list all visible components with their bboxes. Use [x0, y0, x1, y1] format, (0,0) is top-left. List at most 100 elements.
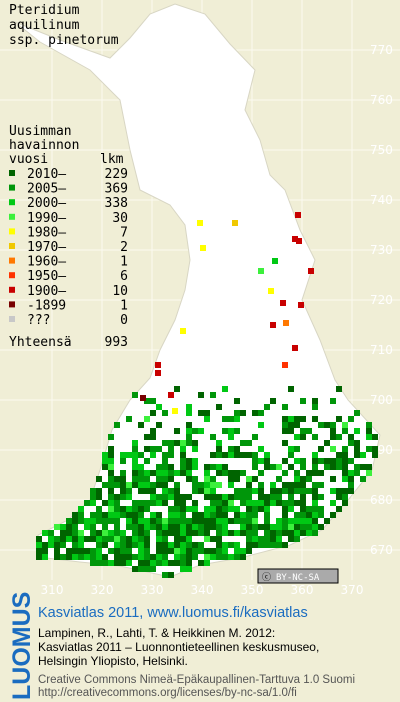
observation-square	[264, 536, 270, 542]
observation-square	[228, 506, 234, 512]
observation-square	[228, 482, 234, 488]
observation-square	[132, 452, 138, 458]
observation-square	[144, 416, 150, 422]
observation-square	[144, 548, 150, 554]
observation-square	[180, 542, 186, 548]
legend-count: 0	[120, 313, 128, 328]
observation-square	[60, 524, 66, 530]
observation-square	[144, 524, 150, 530]
observation-square	[78, 518, 84, 524]
observation-square	[138, 530, 144, 536]
observation-square	[126, 482, 132, 488]
observation-square	[306, 488, 312, 494]
observation-square	[264, 458, 270, 464]
observation-square	[174, 554, 180, 560]
observation-square	[138, 422, 144, 428]
observation-square	[312, 494, 318, 500]
observation-square	[282, 518, 288, 524]
observation-square	[168, 524, 174, 530]
observation-square	[312, 464, 318, 470]
observation-square	[192, 446, 198, 452]
observation-square	[268, 288, 274, 294]
observation-square	[162, 536, 168, 542]
observation-square	[300, 512, 306, 518]
observation-square	[300, 518, 306, 524]
observation-square	[282, 458, 288, 464]
observation-square	[276, 464, 282, 470]
observation-square	[276, 518, 282, 524]
observation-square	[216, 452, 222, 458]
observation-square	[276, 542, 282, 548]
legend-label: 2000–	[27, 196, 66, 211]
observation-square	[54, 548, 60, 554]
observation-square	[288, 416, 294, 422]
observation-square	[240, 518, 246, 524]
observation-square	[276, 476, 282, 482]
y-label: 680	[370, 493, 393, 507]
observation-square	[156, 536, 162, 542]
observation-square	[174, 560, 180, 566]
observation-square	[168, 476, 174, 482]
observation-square	[198, 392, 204, 398]
observation-square	[150, 434, 156, 440]
observation-square	[108, 464, 114, 470]
observation-square	[90, 524, 96, 530]
observation-square	[78, 506, 84, 512]
observation-square	[96, 554, 102, 560]
observation-square	[186, 554, 192, 560]
observation-square	[144, 488, 150, 494]
observation-square	[300, 416, 306, 422]
observation-square	[84, 554, 90, 560]
observation-square	[120, 560, 126, 566]
badge-text: BY-NC-SA	[276, 573, 320, 583]
observation-square	[150, 398, 156, 404]
observation-square	[114, 560, 120, 566]
observation-square	[156, 446, 162, 452]
observation-square	[222, 386, 228, 392]
observation-square	[222, 524, 228, 530]
observation-square	[258, 524, 264, 530]
observation-square	[102, 530, 108, 536]
observation-square	[252, 458, 258, 464]
observation-square	[258, 482, 264, 488]
observation-square	[174, 500, 180, 506]
badge-cc: ⓒ	[262, 572, 271, 583]
observation-square	[192, 518, 198, 524]
observation-square	[342, 476, 348, 482]
observation-square	[180, 446, 186, 452]
observation-square	[228, 530, 234, 536]
y-label: 720	[370, 293, 393, 307]
observation-square	[72, 548, 78, 554]
observation-square	[90, 554, 96, 560]
observation-square	[298, 302, 304, 308]
observation-square	[114, 494, 120, 500]
observation-square	[198, 524, 204, 530]
atlas-link[interactable]: Kasviatlas 2011, www.luomus.fi/kasviatla…	[38, 605, 308, 621]
observation-square	[78, 512, 84, 518]
legend-label: -1899	[27, 298, 66, 313]
observation-square	[90, 518, 96, 524]
observation-square	[168, 392, 174, 398]
observation-square	[288, 536, 294, 542]
observation-square	[162, 542, 168, 548]
observation-square	[168, 512, 174, 518]
observation-square	[252, 500, 258, 506]
observation-square	[180, 470, 186, 476]
observation-square	[204, 512, 210, 518]
observation-square	[308, 268, 314, 274]
observation-square	[210, 494, 216, 500]
observation-square	[150, 410, 156, 416]
observation-square	[198, 512, 204, 518]
observation-square	[270, 488, 276, 494]
observation-square	[295, 212, 301, 218]
title-line: Pteridium	[9, 3, 80, 18]
observation-square	[300, 464, 306, 470]
observation-square	[108, 506, 114, 512]
observation-square	[222, 548, 228, 554]
observation-square	[156, 518, 162, 524]
legend-heading: Uusimman	[9, 124, 72, 139]
observation-square	[180, 440, 186, 446]
observation-square	[288, 488, 294, 494]
observation-square	[336, 494, 342, 500]
observation-square	[336, 416, 342, 422]
